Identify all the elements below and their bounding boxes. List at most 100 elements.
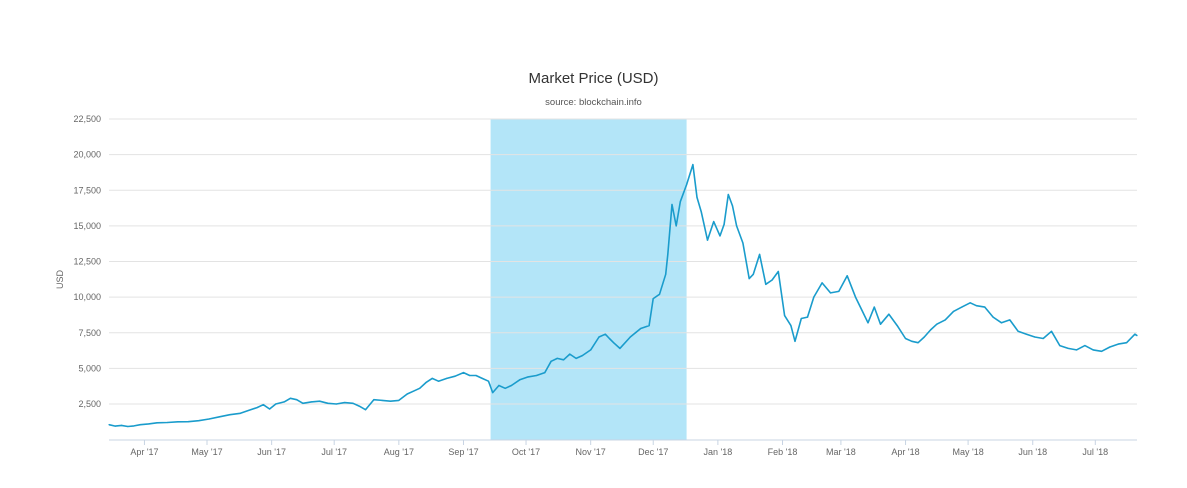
x-tick-label: May '18 bbox=[952, 447, 983, 457]
data-point bbox=[556, 357, 558, 359]
data-point bbox=[648, 325, 650, 327]
data-point bbox=[752, 273, 754, 275]
data-point bbox=[535, 374, 538, 377]
data-point bbox=[504, 387, 506, 389]
data-point bbox=[719, 235, 721, 237]
y-axis-title: USD bbox=[55, 270, 65, 290]
data-point bbox=[166, 421, 168, 424]
y-tick-label: 10,000 bbox=[73, 292, 101, 302]
data-point bbox=[208, 418, 210, 420]
data-point bbox=[829, 292, 832, 294]
data-point bbox=[652, 297, 654, 300]
data-point bbox=[604, 333, 606, 335]
data-point bbox=[929, 329, 932, 331]
data-point bbox=[268, 408, 271, 410]
data-point bbox=[127, 425, 129, 428]
data-point bbox=[758, 253, 761, 255]
data-point bbox=[742, 242, 744, 244]
data-point bbox=[1059, 344, 1061, 347]
data-point bbox=[262, 404, 264, 406]
data-point bbox=[911, 340, 913, 342]
data-point bbox=[419, 387, 421, 389]
data-point bbox=[888, 313, 890, 315]
data-point bbox=[481, 377, 483, 379]
data-point bbox=[575, 357, 577, 359]
data-point bbox=[658, 293, 661, 295]
data-point bbox=[696, 196, 698, 198]
data-point bbox=[310, 401, 312, 403]
data-point bbox=[640, 327, 642, 330]
x-tick-label: Feb '18 bbox=[768, 447, 798, 457]
data-point bbox=[992, 316, 994, 318]
price-series-line bbox=[108, 163, 1138, 428]
x-tick-label: Jun '17 bbox=[257, 447, 286, 457]
data-point bbox=[344, 401, 346, 404]
data-point bbox=[373, 399, 375, 401]
data-point bbox=[327, 402, 329, 404]
data-point bbox=[1042, 337, 1044, 340]
data-point bbox=[156, 422, 158, 424]
data-point bbox=[590, 349, 592, 351]
x-tick-label: Dec '17 bbox=[638, 447, 668, 457]
highlight-band bbox=[490, 119, 687, 440]
data-point bbox=[562, 359, 565, 361]
data-point bbox=[1084, 344, 1086, 347]
data-point bbox=[667, 253, 669, 255]
data-point bbox=[398, 399, 400, 402]
data-point bbox=[1109, 346, 1111, 348]
data-point bbox=[487, 380, 490, 382]
data-point bbox=[952, 310, 955, 312]
data-point bbox=[248, 409, 250, 412]
data-point bbox=[446, 377, 448, 379]
data-point bbox=[569, 353, 571, 355]
data-point bbox=[629, 336, 631, 338]
data-point bbox=[462, 372, 465, 374]
y-tick-label: 7,500 bbox=[78, 328, 101, 338]
x-tick-label: Apr '18 bbox=[891, 447, 919, 457]
data-point bbox=[1009, 319, 1011, 321]
data-point bbox=[381, 399, 383, 402]
data-point bbox=[700, 211, 702, 213]
data-point bbox=[800, 317, 802, 320]
data-point bbox=[794, 340, 796, 342]
data-point bbox=[867, 322, 869, 324]
data-point bbox=[846, 275, 848, 277]
data-point bbox=[598, 336, 600, 338]
data-point bbox=[177, 421, 179, 423]
y-tick-label: 15,000 bbox=[73, 221, 101, 231]
data-point bbox=[492, 392, 494, 394]
data-point bbox=[821, 282, 823, 284]
data-point bbox=[944, 319, 946, 321]
data-point bbox=[706, 239, 709, 241]
data-point bbox=[765, 283, 767, 285]
data-point bbox=[748, 278, 750, 280]
data-point bbox=[527, 376, 529, 378]
data-point bbox=[1117, 343, 1119, 345]
data-point bbox=[984, 306, 986, 308]
data-point bbox=[352, 402, 354, 404]
y-tick-label: 17,500 bbox=[73, 185, 101, 195]
data-point bbox=[1025, 333, 1028, 335]
data-point bbox=[790, 325, 792, 327]
data-point bbox=[1067, 347, 1069, 350]
data-point bbox=[896, 325, 898, 327]
data-point bbox=[904, 337, 907, 340]
data-point bbox=[854, 296, 857, 298]
data-point bbox=[454, 375, 456, 377]
data-point bbox=[335, 403, 337, 405]
data-point bbox=[133, 425, 135, 427]
data-point bbox=[437, 380, 440, 382]
data-point bbox=[1134, 333, 1136, 335]
data-point bbox=[727, 193, 729, 196]
data-point bbox=[723, 223, 725, 226]
data-point bbox=[838, 290, 840, 293]
data-point bbox=[581, 354, 583, 357]
data-point bbox=[736, 225, 738, 227]
data-point bbox=[1075, 349, 1078, 351]
data-point bbox=[917, 342, 919, 344]
data-point bbox=[1050, 330, 1053, 332]
x-tick-label: Jun '18 bbox=[1018, 447, 1047, 457]
data-point bbox=[283, 401, 285, 403]
data-point bbox=[961, 306, 963, 308]
